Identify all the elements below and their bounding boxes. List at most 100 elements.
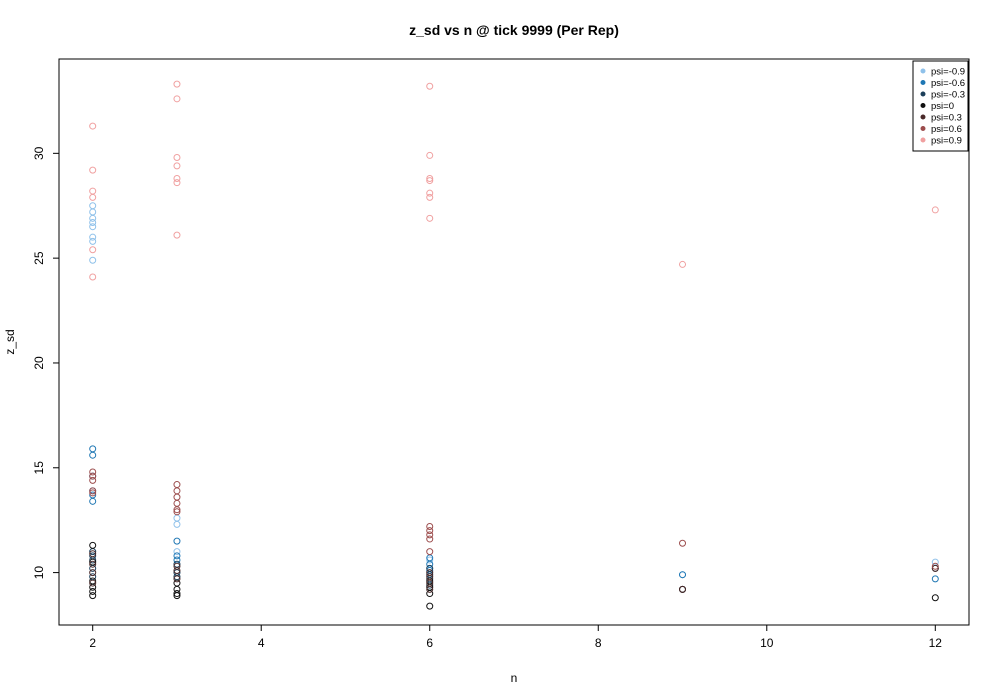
data-point [426, 151, 434, 159]
data-point [173, 481, 181, 489]
data-point [173, 520, 181, 528]
x-tick-label: 6 [426, 636, 433, 650]
data-point [89, 451, 97, 459]
data-point [173, 162, 181, 170]
data-point [173, 514, 181, 522]
data-point [426, 581, 434, 589]
y-tick-label: 15 [32, 461, 46, 475]
data-point [173, 499, 181, 507]
data-point [89, 560, 97, 568]
plot-area [58, 58, 970, 626]
data-point [89, 468, 97, 476]
data-point [89, 558, 97, 566]
data-point [89, 497, 97, 505]
data-point [89, 233, 97, 241]
data-point [173, 548, 181, 556]
data-point [173, 174, 181, 182]
data-point [679, 585, 687, 593]
data-point [426, 556, 434, 564]
data-point [89, 273, 97, 281]
x-tick-label: 2 [89, 636, 96, 650]
legend-entry: psi=0.3 [931, 113, 962, 124]
data-point [89, 166, 97, 174]
x-axis: 2 4 6 8 10 12 [89, 625, 942, 650]
data-point [89, 487, 97, 495]
data-point [89, 246, 97, 254]
x-tick-label: 4 [258, 636, 265, 650]
data-point [173, 537, 181, 545]
data-point [89, 208, 97, 216]
data-point [89, 256, 97, 264]
data-point [426, 522, 434, 530]
legend-entry: psi=-0.6 [931, 78, 965, 89]
data-point [173, 506, 181, 514]
data-point [89, 489, 97, 497]
data-point [426, 177, 434, 185]
data-point [89, 214, 97, 222]
data-point [173, 566, 181, 574]
data-point [173, 552, 181, 560]
data-point [173, 179, 181, 187]
data-point [426, 193, 434, 201]
data-point [89, 579, 97, 587]
data-point [89, 237, 97, 245]
data-point [426, 548, 434, 556]
data-point [931, 206, 939, 214]
data-point [426, 527, 434, 535]
legend-swatch [920, 68, 926, 74]
data-point [89, 583, 97, 591]
data-point [679, 539, 687, 547]
data-point [426, 531, 434, 539]
data-point [426, 189, 434, 197]
data-point [89, 187, 97, 195]
data-point [173, 493, 181, 501]
data-point [426, 82, 434, 90]
data-point [679, 260, 687, 268]
data-point [89, 202, 97, 210]
data-point [173, 95, 181, 103]
data-point [173, 592, 181, 600]
data-point [89, 445, 97, 453]
y-tick-label: 20 [32, 356, 46, 370]
data-point [173, 590, 181, 598]
data-point [173, 231, 181, 239]
legend-entry: psi=0 [931, 101, 954, 112]
data-point [89, 541, 97, 549]
chart-title: z_sd vs n @ tick 9999 (Per Rep) [409, 22, 619, 38]
legend-entry: psi=-0.3 [931, 90, 965, 101]
data-point [89, 587, 97, 595]
data-point [89, 569, 97, 577]
legend-entry: psi=0.9 [931, 136, 962, 147]
y-tick-label: 10 [32, 566, 46, 580]
legend-swatch [920, 91, 926, 97]
legend-entry: psi=0.6 [931, 124, 962, 135]
data-points [89, 80, 939, 610]
data-point [931, 562, 939, 570]
legend-entry: psi=-0.9 [931, 67, 965, 78]
data-point [89, 193, 97, 201]
legend-swatch [920, 114, 926, 120]
legend: psi=-0.9psi=-0.6psi=-0.3psi=0psi=0.3psi=… [912, 60, 969, 152]
data-point [89, 219, 97, 227]
data-point [173, 80, 181, 88]
data-point [173, 575, 181, 583]
data-point [89, 476, 97, 484]
y-axis: 10 15 20 25 30 [32, 146, 59, 579]
data-point [426, 569, 434, 577]
legend-swatch [920, 126, 926, 131]
data-point [426, 590, 434, 598]
y-tick-label: 25 [32, 251, 46, 265]
legend-swatch [920, 80, 926, 85]
legend-swatch [920, 103, 926, 108]
data-point [89, 223, 97, 231]
data-point [426, 174, 434, 182]
legend-swatch [920, 137, 926, 143]
data-point [426, 602, 434, 610]
data-point [679, 571, 687, 579]
data-point [173, 562, 181, 570]
data-point [426, 214, 434, 222]
data-point [89, 472, 97, 480]
x-tick-label: 10 [760, 636, 774, 650]
data-point [931, 594, 939, 602]
